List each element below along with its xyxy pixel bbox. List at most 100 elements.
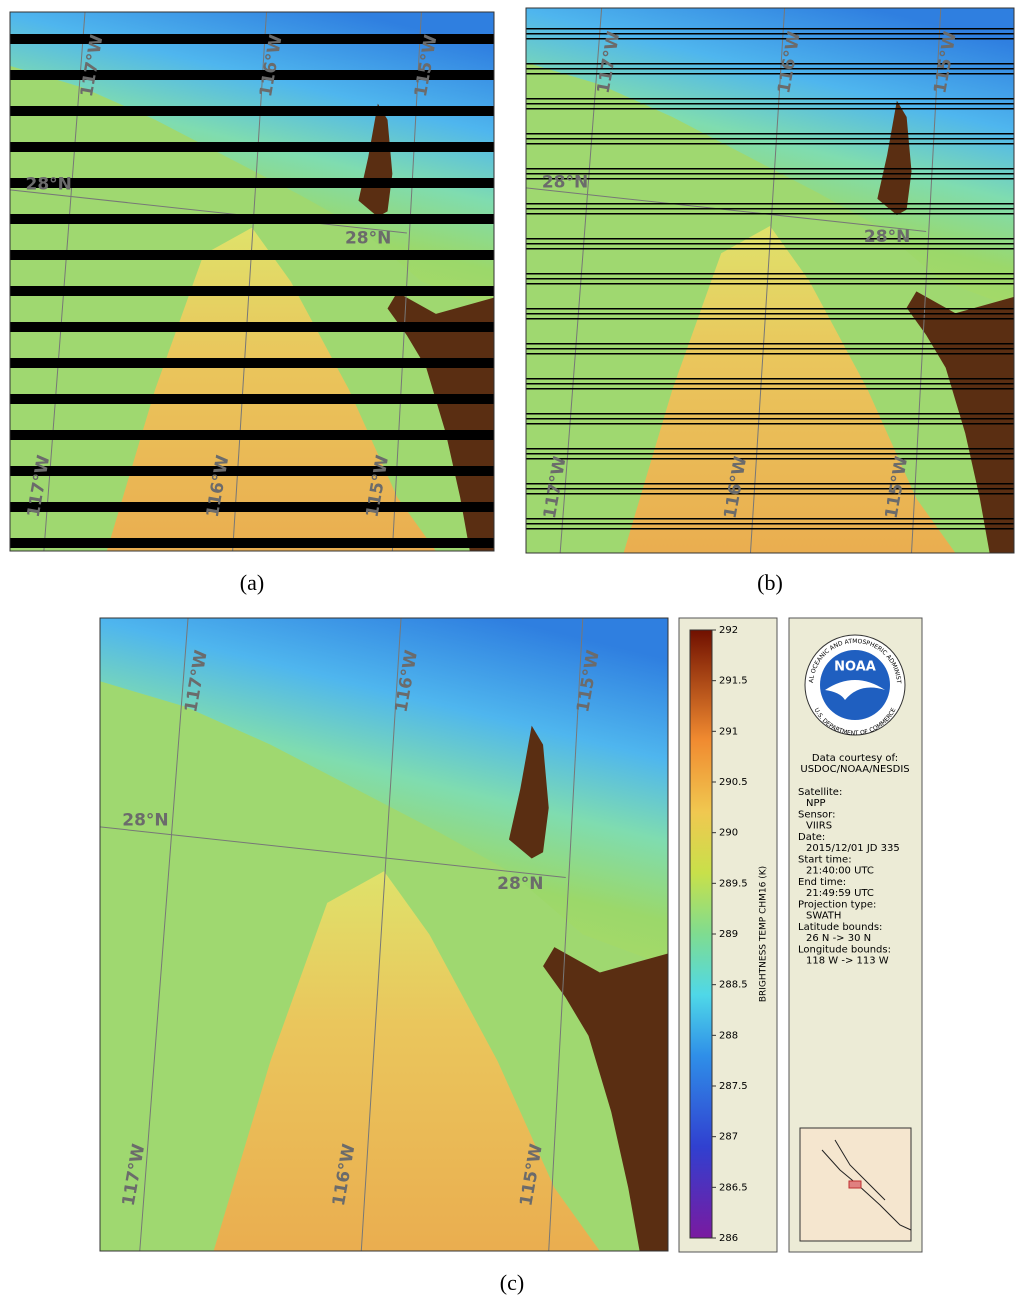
grid-label: 28°N [497,874,543,894]
land [906,291,1014,553]
grid-label: 28°N [26,174,72,194]
field-label: Date: [798,832,825,843]
scan-gap [526,448,1014,450]
colorbar-tick-label: 288 [719,1030,738,1041]
island [877,100,912,216]
colorbar-bar [689,629,713,1239]
scan-gap [526,488,1014,490]
scan-gap [526,528,1014,530]
warm-water [213,871,600,1251]
map-border [525,7,1015,554]
scan-gap [526,243,1014,245]
scan-gap [10,70,494,80]
map-layers [100,618,668,1251]
scan-gap [526,378,1014,380]
colorbar-tick-label: 291 [719,726,738,737]
scan-gap [10,106,494,116]
scan-gap [526,173,1014,175]
logo-text: NOAA [834,660,876,675]
scan-gap [526,28,1014,30]
scan-gap [526,248,1014,250]
field-value: 21:40:00 UTC [806,866,874,877]
scan-gap [526,73,1014,75]
island [358,103,393,217]
graticule [100,827,566,878]
cool-water [10,12,494,309]
scan-gap [526,483,1014,485]
field-label: Satellite: [798,787,842,798]
scan-gap [10,178,494,188]
colorbar: BRIGHTNESS TEMP CHM16 (K) 286 286.5 287 287… [678,617,778,1253]
scan-gap [526,313,1014,315]
field-label: Start time: [798,855,852,866]
scan-gap [526,108,1014,110]
scan-gap [526,168,1014,170]
graticule [392,12,421,551]
scan-gap [10,142,494,152]
colorbar-tick-label: 286 [719,1233,738,1244]
scan-gap [526,388,1014,390]
scan-gap [526,343,1014,345]
logo-bird [825,680,885,700]
scan-gap [526,383,1014,385]
field-value: SWATH [806,911,841,922]
scan-gap [526,418,1014,420]
scan-gap [526,453,1014,455]
scan-gap [526,238,1014,240]
graticule [526,188,926,232]
scan-gap [10,322,494,332]
field-value: 26 N -> 30 N [806,933,871,944]
graticule [233,12,267,551]
graticule [140,618,188,1251]
colorbar-tick-label: 290.5 [719,777,748,788]
field-value: NPP [806,798,826,809]
colorbar-tick-label: 292 [719,625,738,636]
graticule [361,618,401,1251]
graticule [549,618,583,1251]
panel-caption: (c) [500,1270,524,1295]
scan-gap [526,423,1014,425]
scan-gap [10,394,494,404]
colorbar-tick-label: 291.5 [719,676,748,687]
field-label: End time: [798,877,846,888]
scan-gap [10,214,494,224]
scan-gap [526,178,1014,180]
scan-gap [526,98,1014,100]
field-value: 21:49:59 UTC [806,888,874,899]
credit-line: Data courtesy of: [812,753,898,764]
scan-gap [526,103,1014,105]
scan-gap [526,283,1014,285]
land [387,292,494,551]
colorbar-tick-label: 288.5 [719,980,748,991]
scan-gap [526,308,1014,310]
field-label: Latitude bounds: [798,922,882,933]
grid-label: 28°N [864,227,910,247]
credit-line: USDOC/NOAA/NESDIS [800,764,909,775]
scan-gap [526,273,1014,275]
scan-gap [526,523,1014,525]
scan-gap [526,138,1014,140]
grid-label: 28°N [122,811,168,831]
colorbar-tick-label: 287 [719,1132,738,1143]
scan-gap [526,348,1014,350]
field-label: Longitude bounds: [798,945,891,956]
scan-gap [10,34,494,44]
map-border [99,617,669,1252]
scan-gap [526,208,1014,210]
scan-gap [526,133,1014,135]
scan-gap [526,518,1014,520]
scan-gap [526,33,1014,35]
scan-gap [526,278,1014,280]
panel-caption: (a) [240,570,264,595]
scan-gap [526,213,1014,215]
field-value: VIIRS [806,821,832,832]
colorbar-title: BRIGHTNESS TEMP CHM16 (K) [759,866,769,1002]
scan-gap [526,68,1014,70]
scan-gap [10,538,494,548]
scan-gap [526,63,1014,65]
field-label: Projection type: [798,900,876,911]
